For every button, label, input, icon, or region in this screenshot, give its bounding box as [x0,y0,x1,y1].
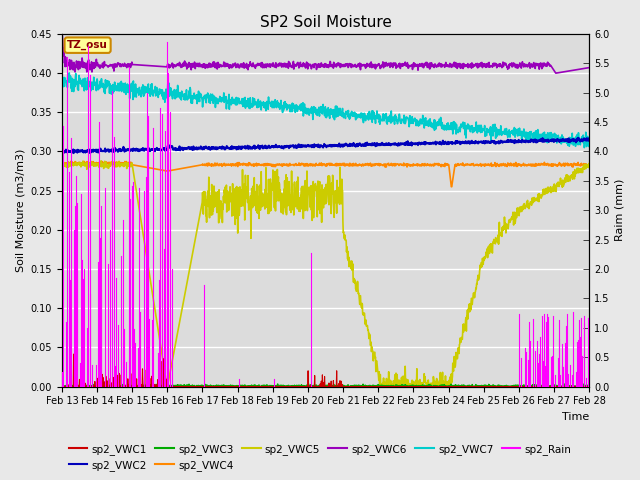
X-axis label: Time: Time [562,412,589,422]
Legend: sp2_VWC1, sp2_VWC2, sp2_VWC3, sp2_VWC4, sp2_VWC5, sp2_VWC6, sp2_VWC7, sp2_Rain: sp2_VWC1, sp2_VWC2, sp2_VWC3, sp2_VWC4, … [65,439,575,475]
Title: SP2 Soil Moisture: SP2 Soil Moisture [260,15,392,30]
Text: TZ_osu: TZ_osu [67,40,108,50]
Y-axis label: Raim (mm): Raim (mm) [615,179,625,241]
Y-axis label: Soil Moisture (m3/m3): Soil Moisture (m3/m3) [15,148,25,272]
